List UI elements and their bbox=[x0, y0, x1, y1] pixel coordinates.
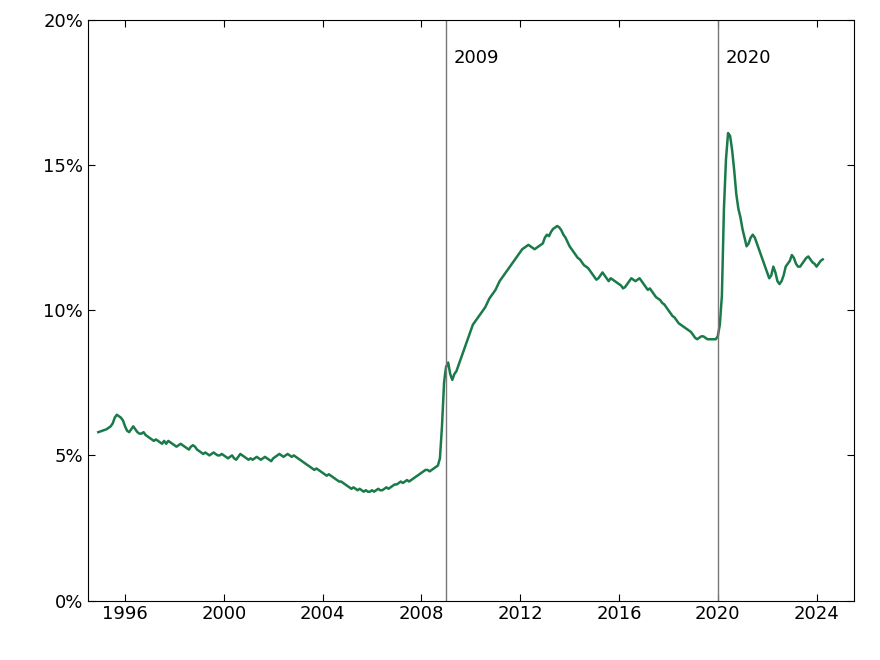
Text: 2009: 2009 bbox=[453, 49, 499, 67]
Text: 2020: 2020 bbox=[725, 49, 771, 67]
